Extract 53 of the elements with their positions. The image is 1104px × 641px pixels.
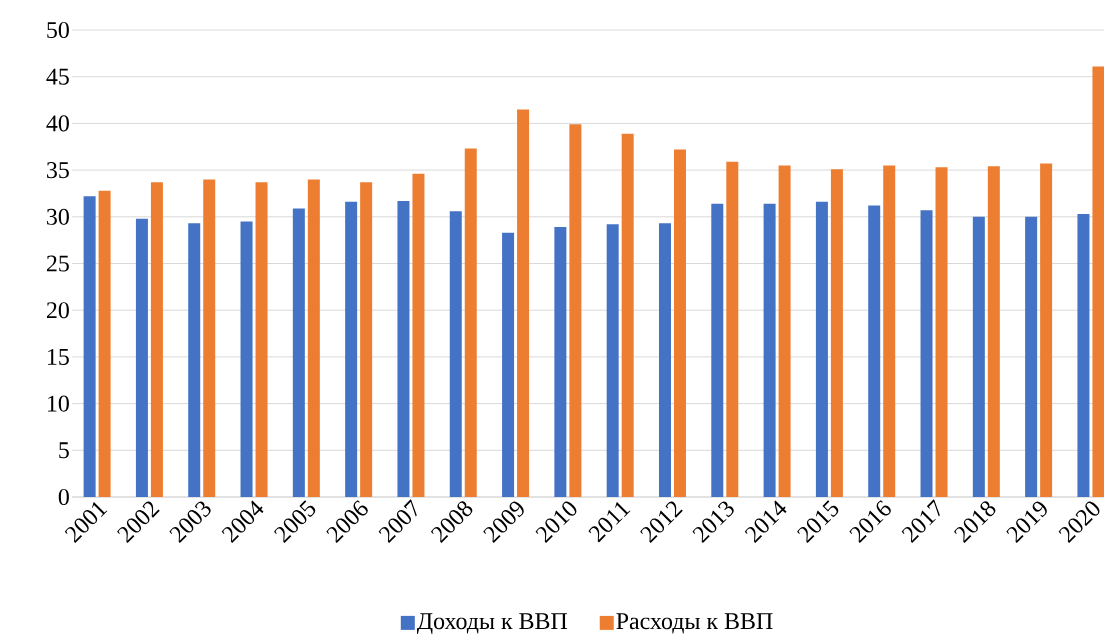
bar	[920, 210, 933, 497]
legend-label: Доходы к ВВП	[416, 613, 568, 635]
bar	[763, 203, 776, 497]
legend-label: Расходы к ВВП	[616, 613, 773, 634]
bar	[502, 232, 515, 497]
bar	[726, 161, 739, 497]
y-tick-label: 20	[46, 302, 69, 319]
bar	[778, 165, 791, 497]
x-tick-label: 2011	[588, 502, 631, 543]
y-tick-label: 50	[47, 21, 69, 39]
bar	[815, 201, 828, 497]
y-tick-label: 15	[47, 348, 69, 365]
bar	[621, 133, 634, 497]
bar	[673, 149, 686, 497]
bar	[987, 166, 1000, 497]
y-tick-label: 5	[59, 442, 69, 459]
bar	[606, 224, 619, 497]
bar	[554, 227, 567, 497]
bar	[830, 169, 843, 497]
y-tick-label: 35	[47, 162, 69, 179]
bar	[883, 165, 896, 497]
bar	[1077, 214, 1090, 497]
y-tick-label: 30	[47, 208, 69, 225]
bar	[203, 179, 216, 497]
bar	[935, 167, 948, 497]
bar	[255, 182, 268, 497]
bar	[464, 148, 477, 497]
bar	[1040, 163, 1053, 497]
bar	[240, 221, 253, 497]
bar	[98, 190, 111, 497]
y-tick-label: 10	[47, 395, 69, 412]
bar	[412, 173, 425, 497]
bar	[449, 211, 462, 497]
bar	[360, 182, 373, 497]
y-tick-label: 40	[46, 115, 69, 132]
bar	[517, 109, 530, 497]
y-tick-label: 25	[46, 255, 69, 272]
bar	[135, 218, 148, 497]
bar	[972, 216, 985, 497]
bar	[711, 203, 724, 497]
bar	[307, 179, 320, 497]
bar	[292, 208, 305, 497]
bar	[345, 201, 358, 497]
bar	[397, 200, 410, 497]
bar	[188, 223, 201, 497]
bar	[658, 223, 671, 497]
bar	[150, 182, 163, 497]
bar	[1092, 66, 1104, 497]
y-tick-label: 45	[46, 68, 69, 85]
bar	[83, 196, 96, 497]
bar	[868, 205, 881, 497]
bar	[569, 124, 582, 497]
bar	[1025, 216, 1038, 497]
